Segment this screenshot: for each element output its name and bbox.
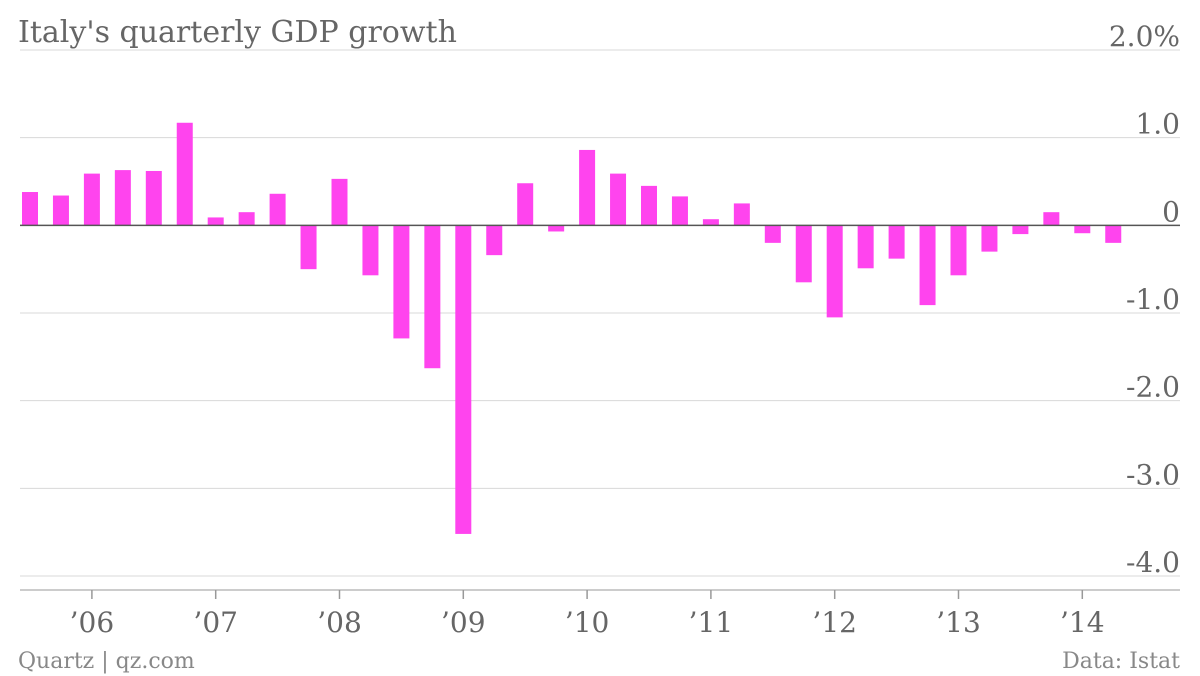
bar [393, 225, 410, 339]
bar [826, 225, 843, 318]
y-tick-label: -1.0 [1126, 283, 1180, 316]
bar [919, 225, 936, 306]
x-tick-label: ’08 [317, 606, 362, 639]
bar [486, 225, 503, 256]
bar [702, 219, 719, 226]
bar [641, 185, 657, 226]
bar [1012, 225, 1029, 235]
x-tick-label: ’13 [936, 606, 981, 639]
bar [424, 225, 441, 369]
x-tick-label: ’10 [565, 606, 610, 639]
y-tick-label: -4.0 [1126, 546, 1180, 579]
bar [579, 149, 596, 226]
gridlines [20, 49, 1180, 577]
bar [300, 225, 317, 270]
bar [548, 225, 565, 232]
bar [733, 203, 750, 226]
y-tick-label: 2.0% [1109, 20, 1180, 53]
chart-title: Italy's quarterly GDP growth [18, 15, 457, 50]
x-tick-label: ’07 [193, 606, 238, 639]
source-credit: Quartz | qz.com [18, 649, 195, 674]
x-tick-label: ’09 [441, 606, 486, 639]
bar [764, 225, 781, 243]
x-tick-label: ’14 [1060, 606, 1105, 639]
y-tick-labels: 2.0% 1.0 0 -1.0 -2.0 -3.0 -4.0 [1109, 20, 1180, 579]
bar [238, 212, 255, 226]
bar [981, 225, 998, 252]
y-tick-label: 0 [1162, 195, 1180, 228]
bar [207, 217, 224, 226]
bar [176, 122, 193, 226]
bar [269, 193, 286, 226]
bar [1074, 225, 1091, 234]
bar [610, 173, 627, 226]
bar [114, 170, 131, 226]
bar [145, 170, 162, 226]
x-tick-label: ’06 [70, 606, 115, 639]
bar [52, 195, 69, 226]
axes [20, 224, 1180, 591]
bar [671, 196, 688, 226]
bar [1105, 225, 1122, 243]
x-tick-label: ’11 [689, 606, 734, 639]
data-source: Data: Istat [1062, 649, 1180, 674]
bar [22, 192, 38, 226]
y-tick-label: -3.0 [1126, 458, 1180, 491]
bar [455, 225, 472, 534]
bar [362, 225, 379, 276]
bar [517, 183, 534, 226]
bar [950, 225, 967, 276]
bars [22, 122, 1122, 534]
x-tick-label: ’12 [812, 606, 857, 639]
bar [795, 225, 812, 283]
bar [1043, 212, 1060, 226]
x-tick-labels: ’06 ’07 ’08 ’09 ’10 ’11 ’12 ’13 ’14 [70, 590, 1105, 639]
y-tick-label: 1.0 [1135, 108, 1180, 141]
bar [888, 225, 905, 259]
bar [857, 225, 874, 269]
y-tick-label: -2.0 [1126, 371, 1180, 404]
bar [331, 178, 348, 226]
bar [83, 173, 100, 226]
